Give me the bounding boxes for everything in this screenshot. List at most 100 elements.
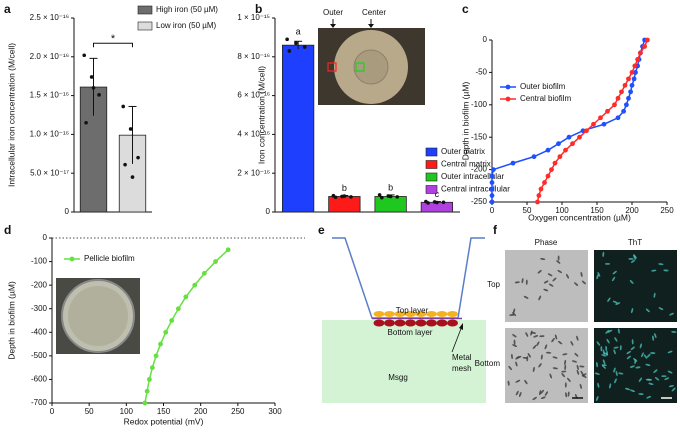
x-tick-label: 150: [157, 407, 171, 416]
mesh-label: Metal: [452, 353, 472, 362]
layer-label: Top layer: [396, 306, 429, 315]
cell: [509, 314, 515, 316]
cell: [538, 295, 542, 301]
marker: [615, 95, 621, 101]
y-tick-label: 8 × 10⁻¹⁶: [237, 52, 270, 61]
marker: [556, 141, 561, 147]
cell-top: [373, 311, 385, 317]
cell: [552, 367, 558, 370]
x-tick-label: 100: [120, 407, 134, 416]
cell: [601, 364, 607, 367]
cell: [515, 390, 519, 396]
x-axis-title: Oxygen concentration (µM): [528, 212, 631, 222]
cell: [532, 344, 537, 350]
cell-bottom: [447, 319, 458, 327]
cell: [667, 370, 673, 374]
row-label: Top: [487, 280, 500, 289]
micrographs: [505, 250, 677, 403]
legend-label: Central matrix: [441, 160, 491, 169]
cell: [605, 345, 608, 352]
y-tick-label: -100: [471, 100, 488, 109]
cell: [530, 331, 537, 334]
series-line: [491, 39, 646, 202]
marker: [638, 50, 643, 56]
y-tick-label: -50: [475, 68, 487, 77]
group-letter: c: [435, 189, 440, 199]
cell: [546, 351, 552, 354]
cell: [652, 335, 655, 341]
data-point: [377, 193, 382, 197]
cell: [548, 283, 554, 287]
cell: [514, 281, 520, 284]
cell: [552, 277, 557, 282]
cell: [557, 269, 563, 274]
cell: [597, 271, 601, 277]
cell: [654, 377, 660, 381]
y-tick-label: 2.0 × 10⁻¹⁶: [30, 52, 69, 61]
cell: [629, 365, 635, 368]
legend-swatch: [425, 147, 438, 157]
cell: [556, 260, 561, 264]
marker: [149, 365, 155, 371]
cell: [671, 387, 676, 392]
marker: [158, 341, 163, 347]
legend-label: Low iron (50 µM): [156, 21, 217, 30]
panel-label: c: [462, 2, 469, 16]
cell-bottom: [384, 319, 395, 327]
cell: [565, 392, 568, 398]
cell: [650, 352, 656, 355]
cell: [567, 377, 571, 382]
marker: [183, 294, 189, 300]
cell-bottom: [426, 319, 437, 327]
cell: [567, 391, 570, 397]
marker: [621, 108, 626, 114]
marker: [535, 199, 540, 205]
micrograph: [505, 250, 588, 322]
cell: [580, 370, 584, 376]
data-point: [285, 37, 289, 42]
bar: [281, 44, 315, 213]
data-point: [435, 200, 439, 205]
cell: [581, 280, 586, 285]
marker: [626, 76, 631, 82]
cell: [532, 366, 535, 372]
marker: [549, 167, 554, 173]
cell: [574, 282, 579, 286]
cell: [518, 392, 522, 397]
cell: [630, 259, 636, 263]
marker: [542, 180, 547, 185]
cell: [522, 356, 528, 359]
cell: [661, 375, 667, 378]
marker: [591, 121, 596, 127]
cell: [511, 353, 513, 360]
cell: [641, 352, 644, 358]
cell: [633, 254, 636, 260]
cell: [634, 359, 637, 365]
cell: [515, 361, 518, 367]
y-tick-label: 1 × 10⁻¹⁵: [237, 13, 270, 22]
panel-label: d: [4, 223, 11, 237]
marker: [146, 377, 152, 382]
significance-bracket: [93, 42, 133, 48]
cell: [646, 395, 652, 399]
cell: [576, 335, 579, 341]
cell: [596, 362, 598, 368]
cell: [539, 335, 545, 338]
inset-photo: [56, 278, 140, 354]
series-line: [536, 39, 649, 203]
cell: [626, 355, 632, 360]
micrograph: [505, 328, 588, 403]
cell-bottom: [394, 319, 406, 327]
y-tick-label: 1.5 × 10⁻¹⁶: [30, 91, 69, 100]
cell: [597, 382, 600, 388]
y-tick-label: 0: [266, 207, 271, 216]
cell: [554, 334, 558, 340]
cell: [507, 380, 510, 386]
cell: [512, 312, 517, 317]
y-tick-label: -100: [31, 257, 48, 266]
y-tick-label: 0: [483, 35, 488, 44]
legend-swatch: [425, 172, 438, 182]
cell: [525, 332, 529, 337]
cell-top: [394, 311, 406, 317]
